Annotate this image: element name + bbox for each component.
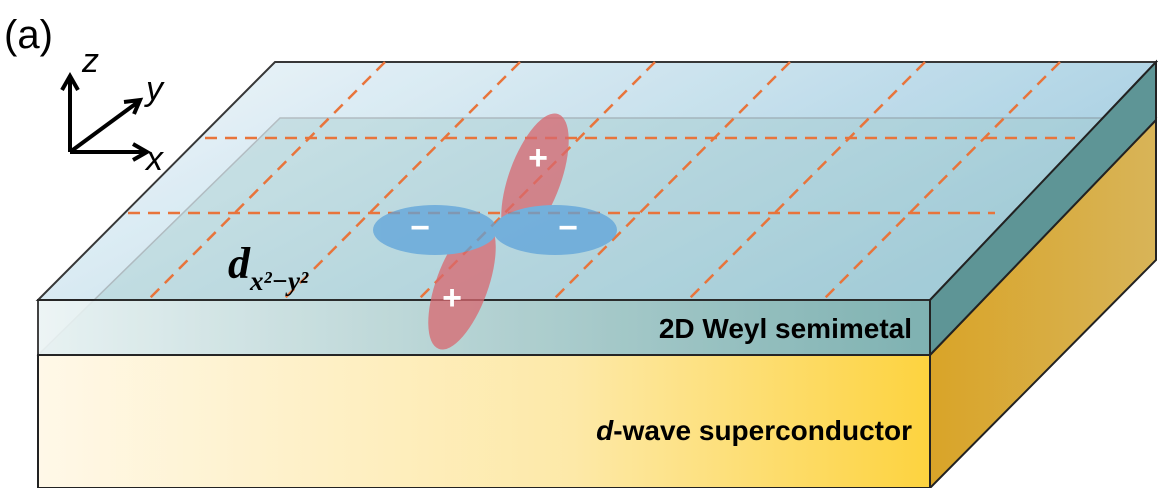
weyl-front	[37, 299, 931, 356]
sign: +	[442, 279, 462, 317]
sign: −	[558, 209, 578, 247]
layer-label: d-wave superconductor	[596, 415, 912, 446]
axis-label: x	[144, 140, 164, 178]
axes	[60, 71, 152, 162]
weyl-side	[929, 59, 1157, 358]
panel-label: (a)	[4, 13, 53, 57]
sign: +	[528, 139, 548, 177]
layer-label: 2D Weyl semimetal	[659, 313, 912, 344]
axis-label: y	[144, 70, 165, 108]
orbital	[373, 113, 617, 350]
superconductor-front	[37, 354, 931, 488]
orbital-label: dx²−y²	[228, 239, 309, 296]
axis-label: z	[81, 42, 99, 80]
sign: −	[410, 209, 430, 247]
